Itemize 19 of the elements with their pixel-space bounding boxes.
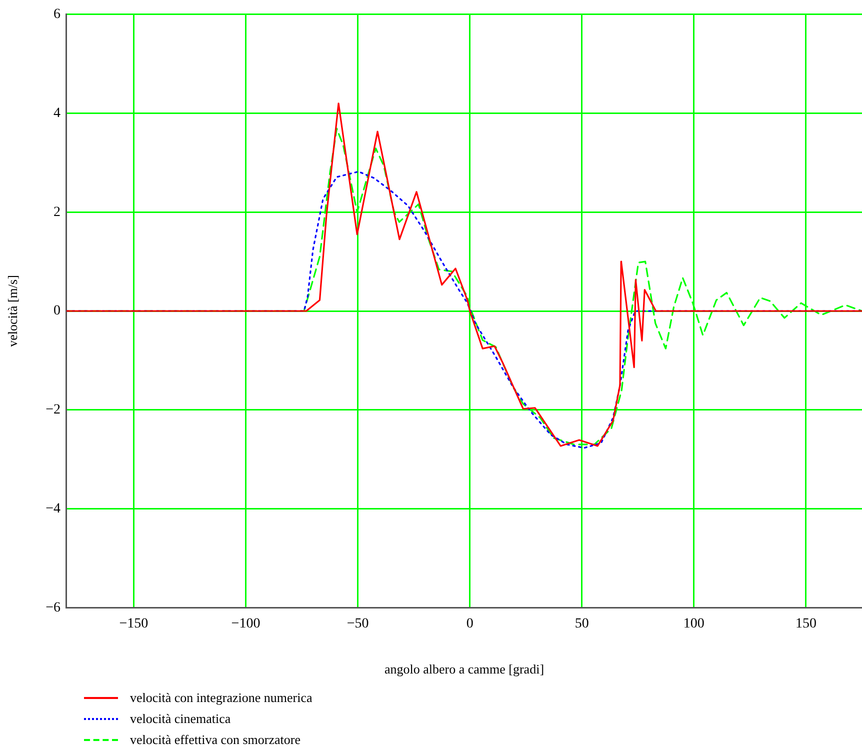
legend-label: velocità con integrazione numerica [130,690,312,706]
legend-label: velocità effettiva con smorzatore [130,732,300,747]
y-tick-label: 6 [53,7,60,22]
x-tick-label: −50 [346,616,369,632]
legend-label: velocità cinematica [130,710,231,726]
y-axis-title: velocità [m/s] [5,275,20,347]
y-tick-label: −2 [46,402,60,418]
x-tick-label: 50 [574,616,589,632]
x-tick-label: 150 [795,616,816,632]
y-tick-label: 0 [53,304,60,319]
y-tick-label: 4 [53,106,60,121]
x-tick-label: 0 [466,616,474,632]
x-axis-title: angolo albero a camme [gradi] [384,662,544,677]
x-tick-label: −150 [119,616,148,632]
y-tick-label: −6 [46,600,60,616]
y-tick-label: −4 [46,501,60,516]
y-tick-label: 2 [53,204,60,220]
x-tick-label: −100 [231,616,260,632]
x-tick-label: 100 [683,616,704,632]
